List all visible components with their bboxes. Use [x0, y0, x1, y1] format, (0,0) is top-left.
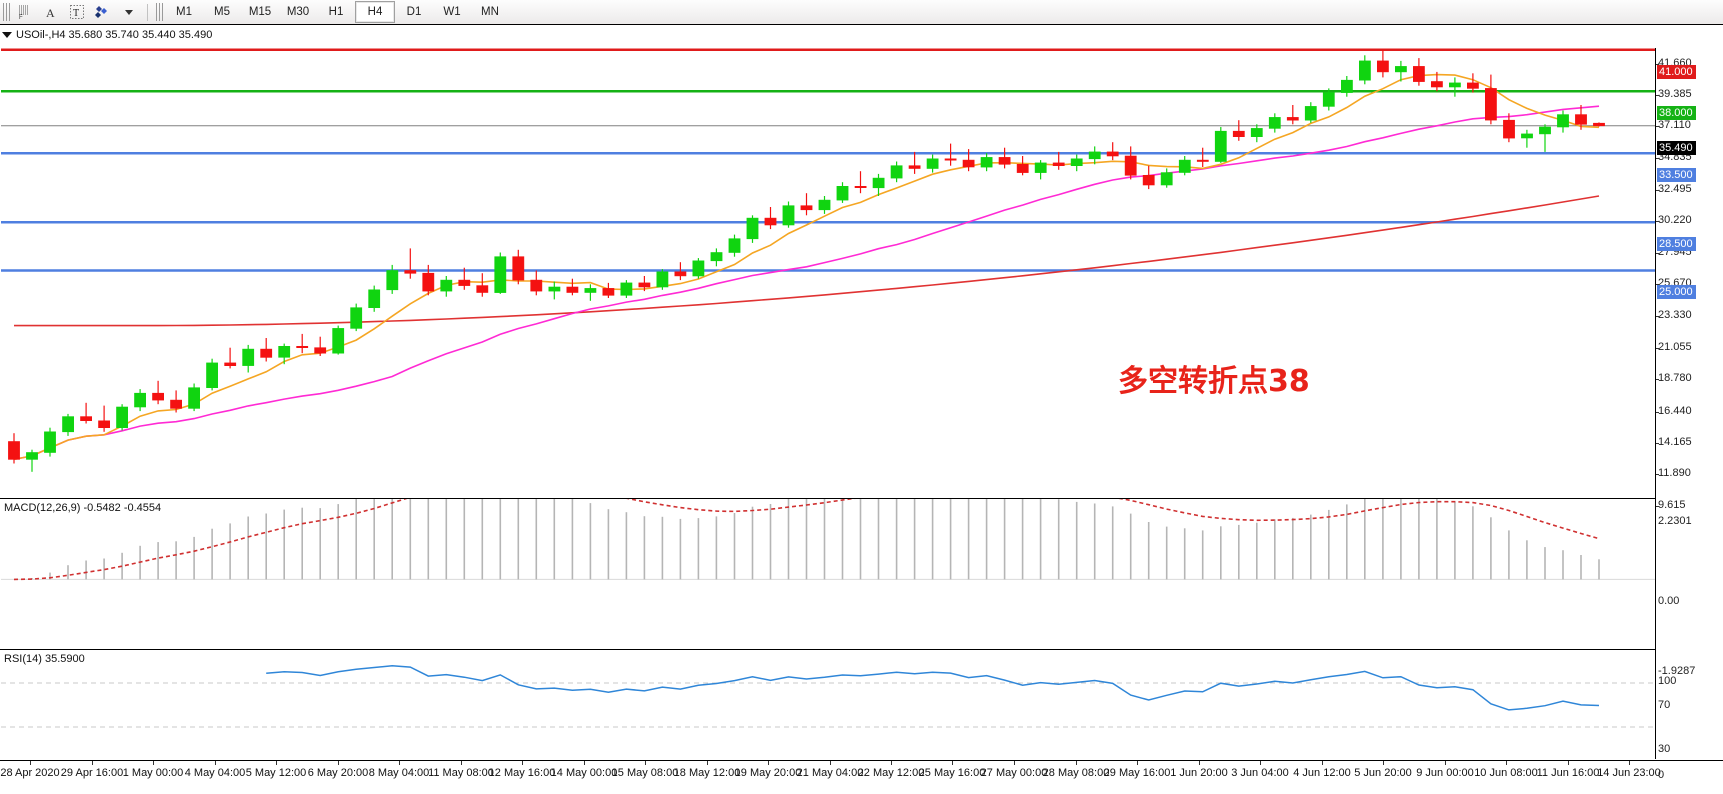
time-tick-mark: [952, 761, 953, 765]
time-label: 18 May 12:00: [673, 767, 741, 779]
time-tick-mark: [522, 761, 523, 765]
time-tick-mark: [1076, 761, 1077, 765]
timeframe-m5[interactable]: M5: [214, 6, 230, 18]
price-plot[interactable]: [1, 25, 1723, 498]
chevron-down-icon: [125, 9, 133, 15]
toolbar-separator: [147, 3, 148, 21]
time-label: 5 Jun 20:00: [1354, 767, 1412, 779]
time-label: 27 May 00:00: [980, 767, 1048, 779]
time-label: 12 May 16:00: [488, 767, 556, 779]
time-label: 11 Jun 16:00: [1536, 767, 1600, 779]
timeframe-m15[interactable]: M15: [248, 6, 272, 18]
time-tick-mark: [1322, 761, 1323, 765]
timeframe-d1[interactable]: D1: [406, 6, 422, 18]
macd-series-svg: [1, 499, 1656, 581]
time-tick-mark: [1014, 761, 1015, 765]
time-label: 29 May 16:00: [1103, 767, 1171, 779]
time-tick-mark: [1199, 761, 1200, 765]
time-axis[interactable]: 28 Apr 2020 29 Apr 16:00 1 May 00:00 4 May …: [0, 760, 1723, 794]
time-tick-mark: [645, 761, 646, 765]
text-label-icon[interactable]: A: [38, 2, 64, 22]
time-tick-mark: [399, 761, 400, 765]
time-label: 5 May 12:00: [245, 767, 307, 779]
time-tick-mark: [1260, 761, 1261, 765]
price-panel[interactable]: USOil-,H4 35.680 35.740 35.440 35.490 多空…: [0, 24, 1723, 499]
time-tick-mark: [276, 761, 277, 765]
time-label: 1 Jun 20:00: [1170, 767, 1228, 779]
macd-plot[interactable]: [1, 499, 1723, 649]
time-tick-mark: [1383, 761, 1384, 765]
rsi-plot[interactable]: [1, 650, 1723, 760]
time-label: 6 May 20:00: [307, 767, 369, 779]
svg-text:T: T: [73, 8, 79, 19]
macd-panel[interactable]: MACD(12,26,9) -0.5482 -0.4554: [0, 498, 1723, 650]
objects-dropdown-icon[interactable]: [116, 2, 142, 22]
time-tick-mark: [707, 761, 708, 765]
time-label: 9 Jun 00:00: [1416, 767, 1474, 779]
time-label: 14 May 00:00: [550, 767, 618, 779]
objects-icon[interactable]: [90, 2, 116, 22]
timeframe-h4[interactable]: H4: [355, 1, 395, 23]
rsi-indicator-label: RSI(14) 35.5900: [4, 653, 85, 665]
time-label: 19 May 20:00: [734, 767, 802, 779]
svg-text:A: A: [46, 6, 55, 19]
time-tick-mark: [1137, 761, 1138, 765]
time-label: 28 May 08:00: [1042, 767, 1110, 779]
time-tick-mark: [1506, 761, 1507, 765]
timeframe-m1[interactable]: M1: [176, 6, 192, 18]
time-tick-mark: [153, 761, 154, 765]
svg-text:F: F: [19, 15, 23, 20]
time-tick-mark: [338, 761, 339, 765]
chart-area[interactable]: USOil-,H4 35.680 35.740 35.440 35.490 多空…: [0, 24, 1723, 794]
time-label: 3 Jun 04:00: [1231, 767, 1289, 779]
time-tick-mark: [830, 761, 831, 765]
timeframe-h1[interactable]: H1: [328, 6, 344, 18]
time-label: 4 Jun 12:00: [1293, 767, 1351, 779]
time-label: 28 Apr 2020: [0, 767, 60, 779]
time-tick-mark: [891, 761, 892, 765]
timeframe-mn[interactable]: MN: [481, 6, 499, 18]
toolbar-grip-1[interactable]: [3, 3, 10, 21]
time-tick-mark: [30, 761, 31, 765]
time-label: 4 May 04:00: [184, 767, 246, 779]
time-label: 14 Jun 23:00: [1597, 767, 1661, 779]
time-label: 25 May 16:00: [918, 767, 986, 779]
timeframe-m30[interactable]: M30: [286, 6, 310, 18]
collapse-icon[interactable]: [2, 32, 12, 38]
rsi-panel[interactable]: RSI(14) 35.5900: [0, 649, 1723, 761]
crosshair-icon[interactable]: F: [12, 2, 38, 22]
rsi-series-svg: [1, 664, 1656, 728]
symbol-info-bar: USOil-,H4 35.680 35.740 35.440 35.490: [2, 29, 212, 41]
timeframe-group: M1 M5 M15 M30 H1 H4 D1 W1 MN: [165, 1, 509, 23]
price-series-svg: [1, 48, 1656, 472]
time-label: 11 May 08:00: [428, 767, 494, 779]
time-label: 29 Apr 16:00: [60, 767, 124, 779]
time-tick-mark: [92, 761, 93, 765]
time-tick-mark: [1445, 761, 1446, 765]
time-tick-mark: [768, 761, 769, 765]
time-tick-mark: [461, 761, 462, 765]
macd-indicator-label: MACD(12,26,9) -0.5482 -0.4554: [4, 502, 162, 514]
chart-annotation-text: 多空转折点38: [1118, 364, 1310, 399]
time-tick-mark: [1629, 761, 1630, 765]
time-tick-mark: [1568, 761, 1569, 765]
time-label: 1 May 00:00: [122, 767, 184, 779]
time-label: 22 May 12:00: [857, 767, 925, 779]
symbol-ohlc-text: USOil-,H4 35.680 35.740 35.440 35.490: [16, 29, 213, 41]
time-tick-mark: [584, 761, 585, 765]
time-label: 15 May 08:00: [611, 767, 679, 779]
time-label: 21 May 04:00: [796, 767, 864, 779]
text-box-icon[interactable]: T: [64, 2, 90, 22]
time-tick-mark: [215, 761, 216, 765]
main-toolbar: F A T M1 M5 M15 M30 H1 H4 D1 W1 MN: [0, 0, 1723, 25]
time-label: 8 May 04:00: [368, 767, 430, 779]
time-label: 10 Jun 08:00: [1474, 767, 1538, 779]
toolbar-grip-2[interactable]: [156, 3, 163, 21]
timeframe-w1[interactable]: W1: [443, 6, 461, 18]
